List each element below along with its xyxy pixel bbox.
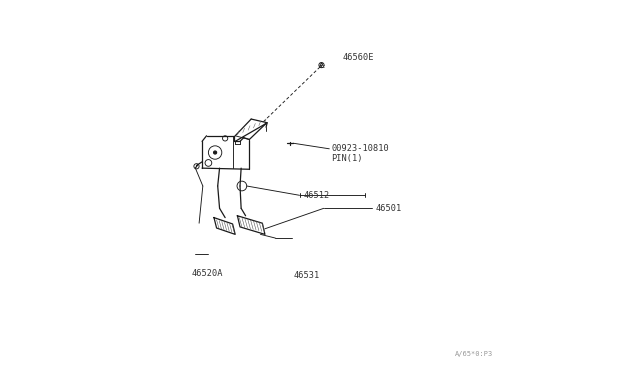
Text: 46520A: 46520A bbox=[191, 269, 223, 278]
Text: 46560E: 46560E bbox=[342, 53, 374, 62]
Text: 46531: 46531 bbox=[294, 271, 320, 280]
Text: 46512: 46512 bbox=[303, 191, 330, 200]
Text: A/65*0:P3: A/65*0:P3 bbox=[455, 351, 493, 357]
Text: 46501: 46501 bbox=[376, 204, 402, 213]
Text: PIN(1): PIN(1) bbox=[331, 154, 363, 163]
Text: 00923-10810: 00923-10810 bbox=[331, 144, 389, 153]
Circle shape bbox=[214, 151, 216, 154]
